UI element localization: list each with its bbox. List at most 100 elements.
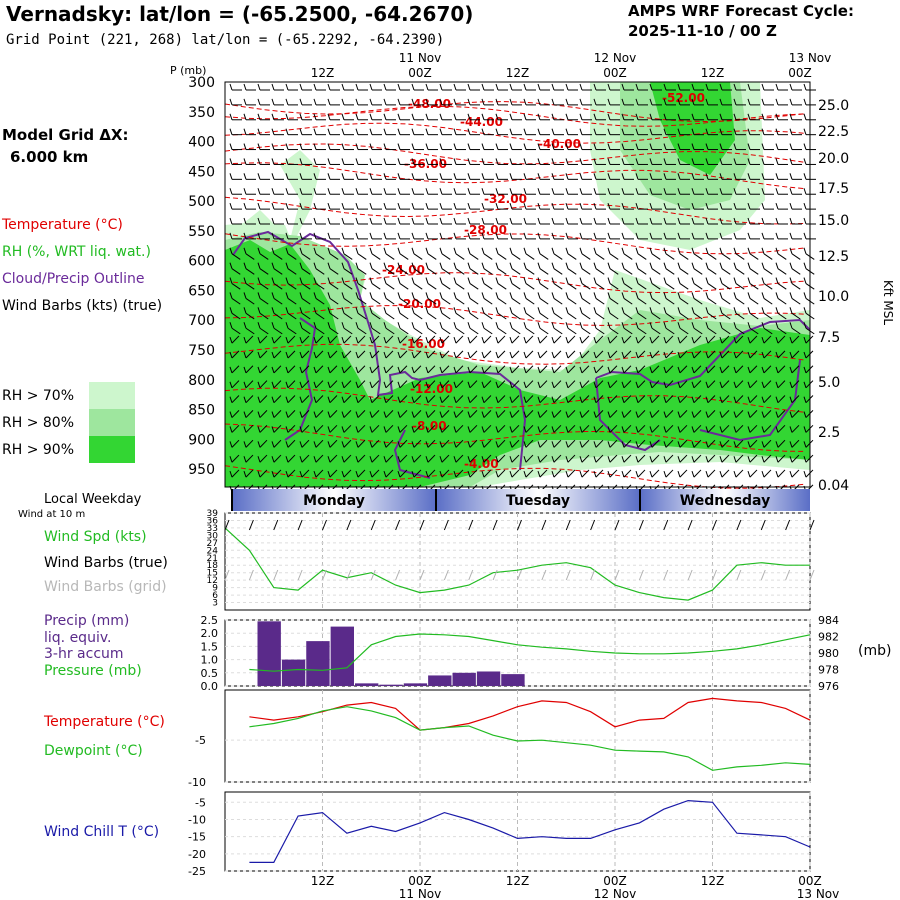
precip-bar [306, 641, 330, 686]
wind-barb [623, 395, 632, 404]
wind-barb [313, 292, 317, 299]
wind-barb [609, 253, 619, 260]
wind-barb [593, 83, 597, 91]
wind-barb [679, 395, 688, 404]
wind-barb [313, 247, 317, 254]
wind-barb [775, 98, 779, 106]
wind-barb [271, 188, 275, 195]
wind-barb [747, 381, 751, 388]
wind-barb [693, 469, 702, 478]
wind-barb [581, 469, 590, 478]
wind-barb [523, 307, 527, 314]
wind-barb [341, 470, 345, 478]
wind-barb [553, 253, 563, 260]
wind-barb [719, 113, 723, 120]
wind-barb [747, 247, 751, 254]
wind-barb [383, 262, 387, 269]
wind-barb [453, 247, 457, 254]
wind-barb [539, 283, 549, 290]
precip-bar [330, 626, 354, 686]
wind-barb [525, 268, 535, 275]
wind-barb [243, 98, 247, 106]
wind-barb-true [809, 519, 815, 531]
wind-barb [609, 365, 618, 374]
wind-barb [481, 98, 485, 106]
wind-barb [735, 298, 745, 305]
pressure-tick-label: 350 [188, 105, 215, 121]
wind-barb-grid [565, 569, 571, 581]
wind-barb [467, 217, 471, 225]
wind-barb [355, 381, 359, 388]
bottom-time-label: 00Z [603, 874, 627, 888]
wind-barb [469, 253, 479, 260]
bottom-date-label: 11 Nov [399, 887, 442, 900]
wind-barb-grid [517, 569, 522, 581]
wind-barb [329, 253, 339, 260]
wind-barb [607, 217, 611, 225]
wind-barb [735, 410, 744, 418]
temperature-contour [224, 122, 806, 144]
wind-barb [651, 335, 660, 344]
legend-rh: RH (%, WRT liq. wat.) [2, 244, 151, 260]
wind-barb [679, 424, 688, 433]
wind-barb [803, 351, 807, 359]
wind-barb [399, 268, 409, 275]
wind-barb [327, 158, 331, 165]
wind-barb [607, 441, 611, 448]
wind-barb [677, 247, 681, 254]
wind-barb [299, 83, 303, 91]
top-time-label: 12Z [506, 66, 530, 80]
bottom-time-label: 00Z [798, 874, 822, 888]
wind-barb [229, 83, 233, 91]
wind-barb [411, 277, 415, 284]
wind-barb [411, 366, 415, 374]
wind-barb [663, 351, 667, 359]
rh70-region [235, 150, 320, 250]
wind-spd-tick: 12 [207, 576, 218, 586]
wind-barb [315, 469, 324, 478]
wind-barb [441, 365, 450, 374]
wind-barb [565, 202, 569, 210]
wind-barb [593, 411, 597, 418]
wind-barb [621, 188, 625, 195]
wind-barb [551, 217, 555, 225]
wind-barb [537, 173, 541, 180]
wind-barb [341, 381, 345, 388]
wind-barb [355, 336, 359, 344]
wind-barb [243, 83, 247, 91]
wind-barb [637, 253, 647, 260]
wind-barb [285, 351, 289, 359]
wind-barb [511, 454, 520, 463]
wind-barb [467, 322, 471, 329]
wind-barb [357, 253, 367, 260]
wind-barb [749, 327, 759, 335]
wind-barb [749, 439, 758, 448]
cloud-outline [393, 429, 431, 479]
wind-barb [453, 292, 457, 299]
wind-barb [665, 424, 674, 433]
wind-barb [761, 322, 765, 329]
wind-barb [369, 247, 373, 254]
wind-barb [341, 113, 345, 120]
wind-barb [539, 454, 548, 463]
wind-barb [355, 277, 359, 284]
wind-barb [327, 441, 331, 448]
wind-barb [677, 217, 681, 225]
wind-barb [469, 424, 478, 433]
wind-barb [495, 128, 499, 135]
wind-barb [525, 312, 535, 320]
wind-barb [341, 441, 345, 448]
wind-barb [705, 188, 709, 195]
wind-barb [637, 395, 646, 404]
wind-barb [257, 426, 261, 433]
temperature-contour-label: -48.00 [408, 97, 451, 111]
wind-barb [551, 381, 555, 388]
wind-barb [791, 454, 800, 463]
wind-barb [343, 454, 352, 463]
wind-barb [623, 350, 632, 359]
wind-barb [705, 426, 709, 433]
wind-barb [483, 350, 492, 359]
wind-barb [607, 426, 611, 433]
wind-barb [285, 336, 289, 344]
wind-barb [581, 268, 591, 275]
